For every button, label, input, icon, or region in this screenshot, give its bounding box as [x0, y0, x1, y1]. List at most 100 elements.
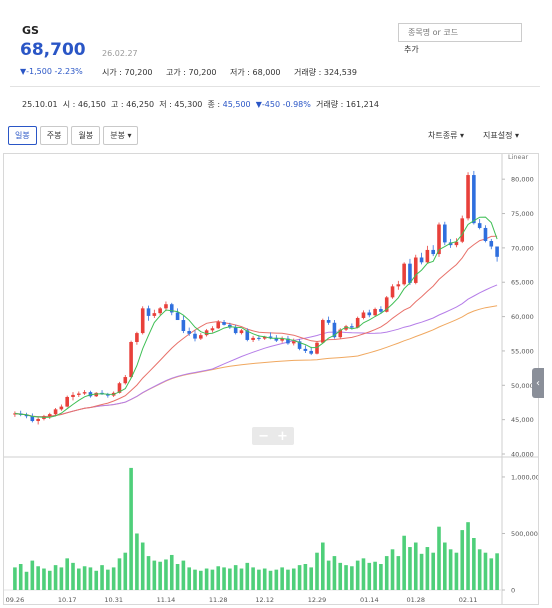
candle-body	[326, 320, 331, 323]
candle-body	[413, 257, 418, 283]
candle-body	[472, 175, 476, 224]
candle-body	[396, 284, 401, 287]
tab-daily[interactable]: 일봉	[8, 126, 37, 145]
candle-body	[204, 330, 209, 336]
volume-tick-label: 1,000,000	[511, 473, 538, 481]
candle-body	[193, 333, 197, 339]
candle-body	[454, 241, 459, 246]
candle-body	[477, 223, 482, 228]
price-tick-label: 45,000	[511, 416, 534, 424]
volume-bar	[280, 567, 284, 590]
volume-bar	[332, 556, 337, 590]
candle-body	[408, 263, 412, 283]
candle-body	[344, 326, 348, 330]
side-panel-toggle[interactable]: ‹	[532, 368, 544, 398]
volume-bar	[460, 530, 465, 590]
volume-bar	[111, 567, 116, 590]
volume-bar	[350, 566, 354, 590]
volume-bar	[199, 570, 203, 590]
ma5-line	[14, 216, 498, 418]
volume-bar	[239, 568, 244, 590]
candle-body	[402, 263, 406, 285]
price-tick-label: 55,000	[511, 347, 534, 355]
candle-body	[24, 414, 29, 417]
volume-bar	[53, 565, 58, 590]
stock-chart[interactable]: Linear 80,000 75,000 70,000 65,000 60,000 55,0…	[4, 153, 544, 604]
volume-bar	[303, 564, 308, 590]
volume-bar	[373, 561, 377, 590]
stock-name: GS	[22, 24, 39, 37]
volume-bar	[355, 560, 360, 590]
candle-body	[210, 328, 215, 331]
ma60-line	[14, 284, 498, 418]
candle-body	[117, 383, 122, 393]
volume-bar	[262, 568, 267, 590]
crosshair-close-label: 종 :	[207, 100, 223, 109]
volume-bar	[495, 553, 499, 590]
zoom-out-button[interactable]: −	[258, 428, 269, 444]
volume-bar	[24, 571, 29, 590]
scale-label: Linear	[508, 154, 529, 161]
volume-bar	[129, 467, 133, 590]
volume-bar	[152, 560, 157, 590]
volume-bar	[361, 558, 366, 590]
candle-body	[199, 335, 203, 339]
volume-bar	[309, 567, 313, 590]
candle-body	[321, 320, 325, 343]
zoom-in-button[interactable]: +	[277, 428, 288, 444]
tab-monthly[interactable]: 월봉	[71, 126, 101, 145]
candle-body	[460, 218, 465, 242]
crosshair-low-label: 저 :	[159, 100, 175, 109]
x-axis-label: 11.14	[157, 596, 176, 604]
x-axis-label: 01.14	[360, 596, 379, 604]
candle-body	[379, 309, 383, 312]
chevron-left-icon: ‹	[536, 377, 540, 389]
indicator-settings-dropdown[interactable]: 지표설정 ▾	[483, 131, 519, 140]
candle-body	[129, 342, 133, 378]
chart-area[interactable]: Linear 80,000 75,000 70,000 65,000 60,000 55,0…	[3, 153, 544, 605]
x-axis-label: 02.11	[459, 596, 478, 604]
add-button[interactable]: 추가	[404, 45, 419, 54]
search-input[interactable]	[398, 23, 522, 42]
candle-body	[36, 418, 40, 422]
current-price: 68,700	[20, 40, 86, 60]
crosshair-info: 25.10.01 시 : 46,150 고 : 46,250 저 : 45,30…	[22, 99, 379, 110]
crosshair-date: 25.10.01	[22, 100, 58, 109]
volume-bar	[291, 568, 296, 590]
candle-body	[390, 286, 395, 298]
candle-body	[158, 308, 162, 314]
candle-body	[239, 330, 244, 334]
x-axis-label: 12.12	[255, 596, 274, 604]
volume-bar	[245, 562, 250, 590]
volume-bar	[344, 565, 348, 590]
volume-bar	[140, 542, 145, 590]
volume-bar	[13, 567, 17, 590]
candle-body	[152, 313, 157, 316]
candle-body	[187, 331, 191, 334]
volume-bar	[117, 558, 122, 590]
volume-bar	[216, 566, 221, 590]
candle-body	[495, 246, 499, 257]
candle-body	[216, 322, 221, 329]
volume-bar	[187, 567, 191, 590]
candle-body	[338, 329, 343, 338]
crosshair-change: ▼-450 -0.98%	[255, 100, 311, 109]
volume-bar	[228, 568, 232, 590]
volume-bar	[268, 570, 273, 590]
low-price: 저가 : 68,000	[230, 68, 281, 77]
volume-bar	[408, 547, 412, 590]
crosshair-open: 46,150	[77, 100, 106, 109]
candle-body	[384, 297, 389, 312]
chart-type-dropdown[interactable]: 차트종류 ▾	[428, 131, 464, 140]
candle-body	[82, 392, 87, 394]
volume-bar	[326, 560, 331, 590]
volume-bar	[454, 552, 459, 590]
price-tick-label: 70,000	[511, 244, 534, 252]
candle-body	[268, 336, 273, 338]
candle-body	[169, 304, 174, 313]
tab-weekly[interactable]: 주봉	[39, 126, 69, 145]
candle-body	[350, 326, 354, 328]
volume-bar	[222, 567, 226, 590]
tab-minute[interactable]: 분봉 ▾	[103, 126, 139, 145]
price-tick-label: 75,000	[511, 210, 534, 218]
